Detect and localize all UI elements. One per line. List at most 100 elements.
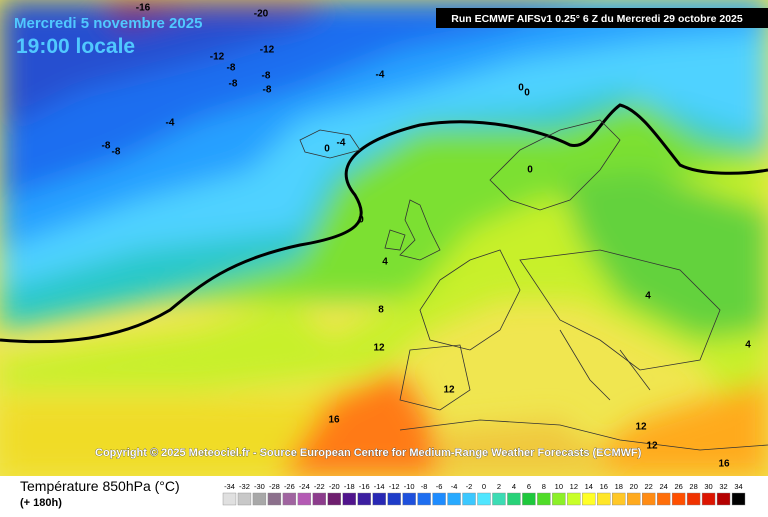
scale-swatch [297, 492, 312, 506]
scale-label: 24 [659, 482, 667, 491]
scale-swatch [327, 492, 341, 506]
contour-label: -12 [260, 45, 275, 56]
scale-label: 0 [482, 482, 486, 491]
scale-label: 2 [497, 482, 501, 491]
scale-swatch [537, 492, 551, 506]
contour-label: -20 [254, 9, 269, 20]
scale-swatch [701, 492, 716, 506]
scale-label: 8 [542, 482, 546, 491]
scale-swatch [282, 492, 297, 506]
scale-label: 32 [719, 482, 727, 491]
map-time: 19:00 locale [16, 35, 135, 58]
contour-label: 4 [382, 257, 388, 268]
contour-labels: -16-20-12-12-8-8-8-8-4-4-8-8 0-40 00048121… [102, 3, 752, 470]
scale-swatch [612, 492, 626, 506]
contour-label: 0 [358, 215, 364, 226]
scale-swatch [402, 492, 416, 506]
scale-label: -20 [329, 482, 340, 491]
scale-swatch [417, 492, 431, 506]
scale-swatch [567, 492, 581, 506]
color-scale: -34 -32 -30 -28 -26 -24 -22 -20 -18 -16 -14 -12 -10-… [222, 482, 746, 506]
scale-label: 14 [585, 482, 593, 491]
scale-label: 6 [527, 482, 531, 491]
contour-label: 4 [645, 291, 651, 302]
scale-swatch [656, 492, 671, 506]
scale-swatch [462, 492, 476, 506]
contour-label: -12 [210, 52, 225, 63]
contour-label: -8 [112, 147, 121, 158]
scale-swatch [492, 492, 506, 506]
scale-swatch [731, 492, 746, 506]
scale-swatch [552, 492, 566, 506]
scale-swatch [372, 492, 386, 506]
scale-swatch [237, 492, 252, 506]
run-info: Run ECMWF AIFSv1 0.25° 6 Z du Mercredi 2… [451, 13, 743, 25]
scale-swatch [222, 492, 237, 506]
contour-label: -8 [262, 71, 271, 82]
contour-label: -4 [166, 118, 175, 129]
contour-label: 0 [518, 83, 524, 94]
contour-label: 4 [745, 340, 751, 351]
contour-label: -8 [102, 141, 111, 152]
copyright: Copyright © 2025 Meteociel.fr - Source E… [95, 447, 642, 459]
scale-label: -34 [224, 482, 235, 491]
scale-swatch [522, 492, 536, 506]
scale-label: 28 [689, 482, 697, 491]
contour-label: 12 [443, 385, 455, 396]
scale-label: 16 [600, 482, 608, 491]
contour-label: 16 [328, 415, 340, 426]
scale-label: -26 [284, 482, 295, 491]
scale-label: -16 [359, 482, 370, 491]
scale-label: -10 [404, 482, 415, 491]
contour-label: 0 [527, 165, 533, 176]
scale-label: 12 [570, 482, 578, 491]
contour-label: -16 [136, 3, 151, 14]
scale-label: 18 [615, 482, 623, 491]
scale-label: -30 [254, 482, 265, 491]
scale-swatch [432, 492, 446, 506]
contour-label: 16 [718, 459, 730, 470]
scale-label: -12 [389, 482, 400, 491]
scale-label: -24 [299, 482, 310, 491]
scale-swatch [252, 492, 267, 506]
contour-label: 12 [646, 441, 658, 452]
scale-swatch [582, 492, 596, 506]
contour-label: -4 [337, 138, 346, 149]
contour-label: 12 [373, 343, 385, 354]
scale-label: -8 [421, 482, 428, 491]
scale-swatch [597, 492, 611, 506]
scale-label: -14 [374, 482, 385, 491]
run-box [436, 8, 768, 28]
scale-label: -2 [466, 482, 473, 491]
scale-swatch [627, 492, 641, 506]
scale-swatch [447, 492, 461, 506]
scale-swatch [342, 492, 356, 506]
scale-swatch [716, 492, 731, 506]
contour-label: -8 [227, 63, 236, 74]
contour-label: -4 [376, 70, 385, 81]
scale-label: 34 [734, 482, 742, 491]
scale-swatch [686, 492, 701, 506]
contour-label: 8 [378, 305, 384, 316]
scale-label: -18 [344, 482, 355, 491]
legend-title: Température 850hPa (°C) [20, 478, 180, 494]
contour-label: 0 [324, 144, 330, 155]
map-date: Mercredi 5 novembre 2025 [14, 15, 202, 32]
scale-label: -22 [314, 482, 325, 491]
scale-swatch [477, 492, 491, 506]
contour-label: 12 [635, 422, 647, 433]
scale-swatch [312, 492, 327, 506]
contour-label: -8 [263, 85, 272, 96]
scale-swatch [357, 492, 371, 506]
scale-swatch [507, 492, 521, 506]
scale-label: -28 [269, 482, 280, 491]
scale-swatch [642, 492, 656, 506]
scale-label: -32 [239, 482, 250, 491]
contour-label: 0 [524, 88, 530, 99]
scale-label: -4 [451, 482, 458, 491]
map-field [0, 0, 768, 476]
scale-swatch [671, 492, 686, 506]
scale-label: 30 [704, 482, 712, 491]
scale-label: 4 [512, 482, 516, 491]
